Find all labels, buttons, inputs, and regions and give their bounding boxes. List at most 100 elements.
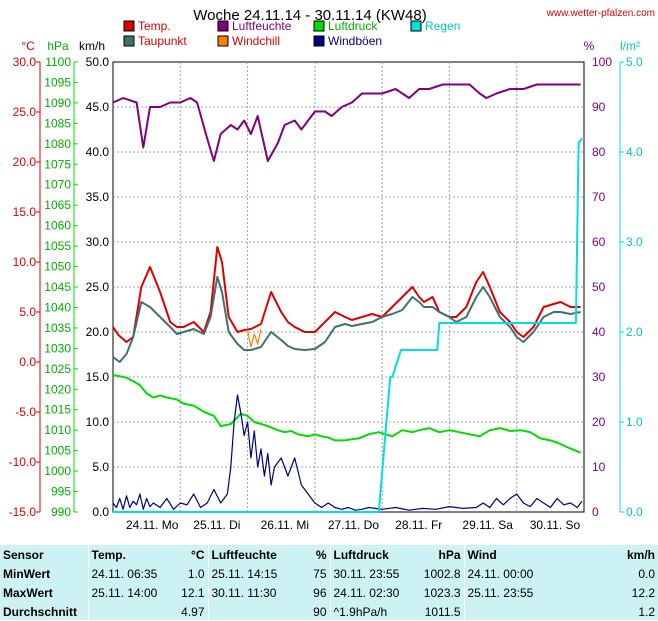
header-temp: Temp.: [87, 545, 170, 564]
tick-label-rain: 2.0: [626, 325, 643, 339]
tick-label-temp: -5.0: [15, 405, 36, 419]
tick-label-wind: 45.0: [86, 100, 110, 114]
tick-label-pressure: 1000: [44, 464, 71, 478]
series-line-luftdruck: [112, 374, 581, 454]
tick-label-rain: 4.0: [626, 145, 643, 159]
tick-label-wind: 30.0: [86, 235, 110, 249]
tick-label-pressure: 1010: [44, 423, 71, 437]
weekly-weather-chart: Woche 24.11.14 - 30.11.14 (KW48) www.wett…: [9, 7, 655, 532]
wind-value: 12.2: [631, 585, 655, 600]
temp-time: 25.11. 14:00: [87, 583, 170, 602]
humidity-time: 25.11. 14:15: [207, 564, 302, 583]
legend-label: Regen: [425, 19, 460, 33]
tick-label-pressure: 1015: [44, 403, 71, 417]
tick-label-temp: 15.0: [13, 205, 37, 219]
tick-label-temp: 30.0: [13, 55, 37, 69]
tick-label-temp: 5.0: [19, 305, 36, 319]
row-label: MinWert: [3, 566, 51, 581]
stats-row-min: MinWert 24.11. 06:35 1.0 25.11. 14:15 75…: [0, 564, 658, 583]
tick-label-day: 24.11. Mo: [126, 518, 179, 532]
pressure-value: 1011.5: [424, 604, 461, 619]
humidity-value: 90: [313, 604, 327, 619]
tick-label-temp: 10.0: [13, 255, 37, 269]
series-line-taupunkt: [112, 276, 581, 363]
tick-label-day: 26.11. Mi: [261, 518, 309, 532]
pressure-time: 30.11. 23:55: [329, 564, 416, 583]
tick-label-temp: 20.0: [13, 155, 37, 169]
tick-label-temp: 0.0: [19, 355, 36, 369]
tick-label-wind: 20.0: [86, 325, 110, 339]
tick-label-wind: 25.0: [86, 280, 110, 294]
series-line-windben: [112, 394, 583, 511]
legend-label: Taupunkt: [138, 34, 187, 48]
axis-unit-wind: km/h: [79, 39, 105, 53]
axis-unit-rain: l/m²: [620, 39, 640, 53]
legend-swatch: [123, 35, 135, 47]
temp-time: 24.11. 06:35: [87, 564, 170, 583]
tick-label-day: 27.11. Do: [328, 518, 379, 532]
header-temp-unit: °C: [191, 547, 205, 562]
legend-swatch: [313, 35, 325, 47]
tick-label-temp: -15.0: [9, 505, 37, 519]
tick-label-pressure: 1095: [44, 75, 71, 89]
humidity-value: 96: [313, 585, 327, 600]
tick-label-humidity: 10: [592, 460, 606, 474]
legend-swatch: [217, 35, 229, 47]
tick-label-wind: 5.0: [92, 460, 109, 474]
site-url: www.wetter-pfalzen.com: [546, 8, 655, 19]
pressure-value: 1002.8: [423, 566, 461, 581]
row-label: Durchschnitt: [3, 604, 78, 619]
humidity-value: 75: [313, 566, 327, 581]
tick-label-pressure: 1080: [44, 137, 71, 151]
axis-unit-temp: °C: [21, 39, 35, 53]
temp-time: [87, 602, 170, 621]
tick-label-wind: 15.0: [86, 370, 110, 384]
header-humidity: Luftfeuchte: [207, 545, 302, 564]
tick-label-humidity: 90: [592, 100, 606, 114]
tick-label-pressure: 1090: [44, 96, 71, 110]
legend-label: Luftfeuchte: [232, 19, 292, 33]
tick-label-pressure: 1045: [44, 280, 71, 294]
legend-label: Windchill: [232, 34, 280, 48]
tick-label-pressure: 990: [51, 505, 71, 519]
legend-label: Windböen: [328, 34, 382, 48]
tick-label-pressure: 1070: [44, 178, 71, 192]
tick-label-temp: -10.0: [9, 455, 37, 469]
tick-label-wind: 50.0: [86, 55, 110, 69]
tick-label-pressure: 1040: [44, 300, 71, 314]
tick-label-pressure: 1050: [44, 260, 71, 274]
row-label: MaxWert: [3, 585, 53, 600]
tick-label-pressure: 1085: [44, 116, 71, 130]
tick-label-pressure: 1020: [44, 382, 71, 396]
tick-label-pressure: 1065: [44, 198, 71, 212]
tick-label-rain: 1.0: [626, 415, 643, 429]
humidity-time: [207, 602, 302, 621]
tick-label-pressure: 1100: [45, 55, 71, 69]
tick-label-pressure: 1055: [44, 239, 71, 253]
tick-label-rain: 3.0: [626, 235, 643, 249]
tick-label-pressure: 995: [51, 485, 71, 499]
tick-label-humidity: 70: [592, 190, 606, 204]
wind-value: 1.2: [638, 604, 655, 619]
legend-swatch: [123, 20, 135, 32]
tick-label-humidity: 60: [592, 235, 606, 249]
tick-label-day: 28.11. Fr: [395, 518, 442, 532]
tick-label-humidity: 20: [592, 415, 606, 429]
wind-value: 0.0: [638, 566, 655, 581]
tick-label-pressure: 1030: [44, 341, 71, 355]
chart-title: Woche 24.11.14 - 30.11.14 (KW48): [193, 7, 426, 24]
legend-label: Luftdruck: [328, 19, 378, 33]
tick-label-humidity: 0: [592, 505, 599, 519]
tick-label-wind: 40.0: [86, 145, 110, 159]
wind-time: [463, 602, 546, 621]
series-line-regen: [113, 137, 583, 513]
legend-label: Temp.: [138, 19, 171, 33]
tick-label-pressure: 1025: [44, 362, 71, 376]
header-pressure: Luftdruck: [329, 545, 416, 564]
tick-label-rain: 5.0: [626, 55, 643, 69]
header-pressure-unit: hPa: [438, 547, 461, 562]
tick-label-humidity: 100: [592, 55, 612, 69]
series-line-luftfeuchte: [112, 83, 581, 162]
temp-value: 1.0: [187, 566, 205, 581]
tick-label-day: 25.11. Di: [193, 518, 240, 532]
